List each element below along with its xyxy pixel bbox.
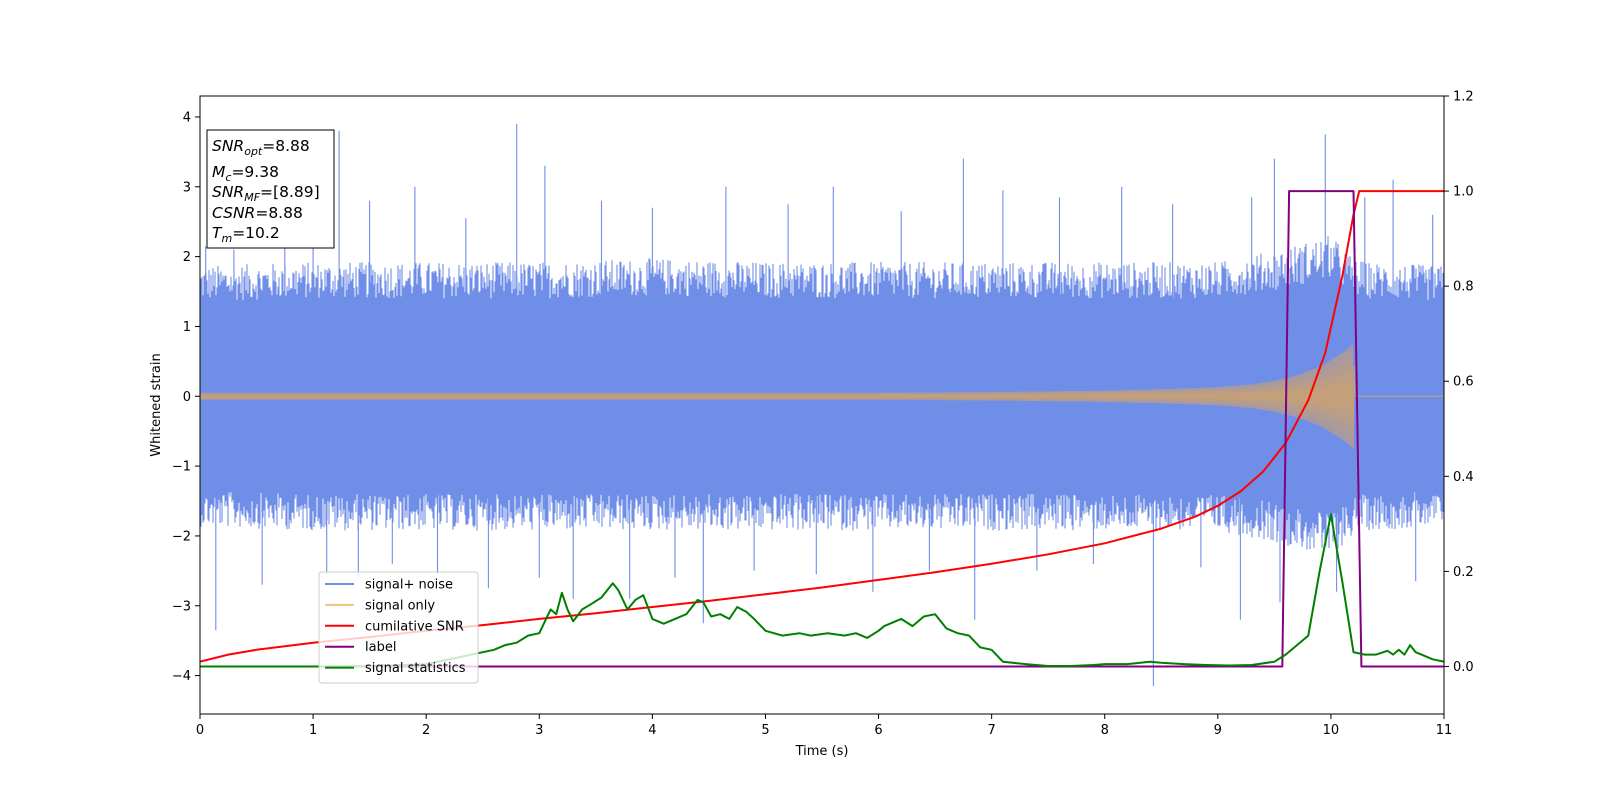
x-tick-label: 2 <box>422 723 430 738</box>
y-tick-label: −4 <box>172 669 191 684</box>
legend-signal-noise-label: signal+ noise <box>365 578 453 593</box>
label-series <box>200 190 1444 668</box>
legend: signal+ noise signal only cumilative SNR la… <box>318 571 479 684</box>
legend-signal-statistics-label: signal statistics <box>365 661 466 676</box>
info-box-frame <box>206 129 335 249</box>
info-snr-mf-sub: MF <box>244 191 260 204</box>
legend-frame <box>318 571 479 684</box>
y2-tick-label: 0.4 <box>1453 470 1474 485</box>
y-tick-label: −3 <box>172 599 191 614</box>
legend-entries: signal+ noise signal only cumilative SNR la… <box>325 578 466 676</box>
info-tm-value: =10.2 <box>232 224 280 242</box>
legend-label-label: label <box>365 640 396 655</box>
x-tick-label: 7 <box>987 723 995 738</box>
info-mc: Mc=9.38 <box>212 163 279 184</box>
info-snr-mf: SNRMF=[8.89] <box>212 183 320 204</box>
y2-tick-label: 0.8 <box>1453 280 1474 295</box>
x-tick-label: 1 <box>309 723 317 738</box>
info-snr-opt: SNRopt=8.88 <box>212 137 310 158</box>
info-tm-sub: m <box>221 232 232 245</box>
signal-statistics-series <box>200 513 1444 668</box>
info-box: SNRopt=8.88 Mc=9.38 SNRMF=[8.89] CSNR=8.… <box>206 129 335 249</box>
info-tm: Tm=10.2 <box>212 224 280 245</box>
info-csnr: CSNR=8.88 <box>212 204 303 222</box>
y-tick-label: −2 <box>172 529 191 544</box>
info-tm-label: T <box>212 224 223 242</box>
y-axis-label: Whitened strain <box>149 353 164 456</box>
info-snr-opt-label: SNR <box>212 137 244 155</box>
x-tick-label: 0 <box>196 723 204 738</box>
info-csnr-value: =8.88 <box>255 204 303 222</box>
signal-only-series <box>200 345 1444 449</box>
axis-ticks: 0 1 2 3 4 5 6 7 8 9 10 11 −4 −3 −2 −1 0 1 2 3 4 0.0 0.2 0.4 0.6 0… <box>172 90 1474 739</box>
info-mc-label: M <box>212 163 225 181</box>
info-snr-opt-sub: opt <box>244 145 263 158</box>
x-tick-label: 8 <box>1101 723 1109 738</box>
x-axis-label: Time (s) <box>795 744 849 759</box>
y-tick-label: 4 <box>183 110 191 125</box>
legend-signal-only-label: signal only <box>365 598 435 613</box>
info-snr-mf-label: SNR <box>212 183 244 201</box>
info-mc-value: =9.38 <box>231 163 279 181</box>
x-tick-label: 10 <box>1323 723 1340 738</box>
info-csnr-label: CSNR <box>212 204 255 222</box>
x-tick-label: 5 <box>761 723 769 738</box>
x-tick-label: 6 <box>874 723 882 738</box>
y2-tick-label: 0.6 <box>1453 375 1474 390</box>
y2-tick-label: 0.0 <box>1453 660 1474 675</box>
legend-cumilative-snr-label: cumilative SNR <box>365 619 464 634</box>
plot-area <box>200 123 1444 687</box>
y-tick-label: 2 <box>183 250 191 265</box>
info-mc-sub: c <box>225 171 231 184</box>
y-tick-label: 1 <box>183 320 191 335</box>
x-tick-label: 11 <box>1436 723 1453 738</box>
x-tick-label: 9 <box>1214 723 1222 738</box>
y2-tick-label: 1.2 <box>1453 90 1474 105</box>
x-tick-label: 3 <box>535 723 543 738</box>
info-snr-mf-value: =[8.89] <box>260 183 320 201</box>
x-tick-label: 4 <box>648 723 656 738</box>
y-tick-label: 0 <box>183 390 191 405</box>
y2-tick-label: 1.0 <box>1453 185 1474 200</box>
info-snr-opt-value: =8.88 <box>262 137 310 155</box>
y-tick-label: −1 <box>172 460 191 475</box>
y2-tick-label: 0.2 <box>1453 565 1474 580</box>
plot-frame <box>199 95 1445 715</box>
y-tick-label: 3 <box>183 180 191 195</box>
